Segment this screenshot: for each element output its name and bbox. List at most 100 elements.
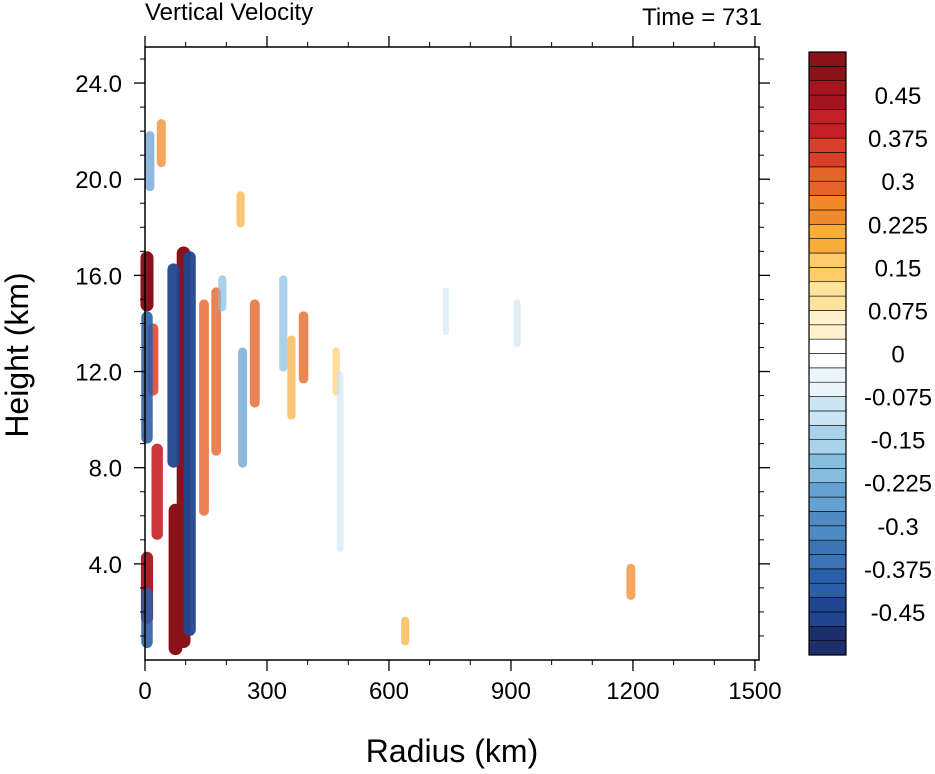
velocity-field: [140, 119, 636, 656]
colorbar-label: 0.075: [868, 298, 928, 325]
colorbar-segment: [808, 396, 847, 412]
colorbar-segment: [808, 611, 847, 627]
colorbar-segment: [808, 625, 847, 641]
colorbar-segment: [808, 554, 847, 570]
colorbar-segment: [808, 496, 847, 512]
colorbar-segment: [808, 123, 847, 139]
colorbar-segment: [808, 295, 847, 311]
field-feature-updraft-4: [151, 443, 163, 540]
field-feature-updraft-10: [287, 335, 296, 420]
field-feature-updraft-1: [168, 503, 183, 656]
colorbar-segment: [808, 209, 847, 225]
colorbar-segment: [808, 453, 847, 469]
colorbar-segment: [808, 353, 847, 369]
field-feature-downdraft-26: [442, 287, 450, 336]
colorbar-segment: [808, 109, 847, 125]
x-tick-label: 1500: [728, 678, 781, 705]
field-feature-updraft-7: [211, 287, 222, 456]
field-feature-updraft-6: [199, 299, 209, 516]
colorbar-segment: [808, 468, 847, 484]
field-feature-downdraft-22: [218, 275, 227, 312]
colorbar-label: -0.45: [871, 600, 926, 627]
colorbar-segment: [808, 381, 847, 397]
colorbar-segment: [808, 267, 847, 283]
colorbar-segment: [808, 223, 847, 239]
y-tick-label: 12.0: [75, 360, 122, 387]
colorbar-segment: [808, 410, 847, 426]
x-tick-label: 0: [138, 678, 151, 705]
y-tick-label: 8.0: [89, 456, 122, 483]
colorbar-segment: [808, 66, 847, 82]
colorbar-label: 0.15: [875, 255, 922, 282]
field-feature-updraft-12: [156, 119, 166, 168]
field-feature-downdraft-17: [183, 251, 196, 636]
field-feature-updraft-9: [298, 311, 309, 384]
field-feature-updraft-8: [249, 299, 260, 408]
field-feature-updraft-11: [236, 191, 245, 228]
colorbar-segment: [808, 640, 847, 656]
colorbar-segment: [808, 94, 847, 110]
colorbar-label: -0.3: [877, 514, 918, 541]
colorbar-segment: [808, 338, 847, 354]
x-tick-label: 600: [369, 678, 409, 705]
colorbar-label: -0.15: [871, 428, 926, 455]
colorbar: 0.45 0.375 0.3 0.225 0.15 0.075 0 -0.075 -0.15 -0…: [808, 51, 932, 656]
chart-title-left: Vertical Velocity: [145, 0, 313, 26]
colorbar-label: 0: [891, 342, 904, 369]
colorbar-segment: [808, 252, 847, 268]
field-feature-downdraft-25: [513, 299, 521, 348]
colorbar-segment: [808, 324, 847, 340]
field-feature-downdraft-18: [141, 311, 153, 444]
colorbar-segment: [808, 180, 847, 196]
colorbar-segment: [808, 482, 847, 498]
colorbar-segment: [808, 195, 847, 211]
colorbar-segment: [808, 367, 847, 383]
field-feature-updraft-14: [401, 616, 410, 646]
x-tick-label: 900: [491, 678, 531, 705]
field-feature-downdraft-21: [238, 347, 248, 468]
chart-title-right: Time = 731: [642, 4, 762, 31]
plot-frame: [144, 46, 760, 661]
plot-background: [145, 47, 759, 660]
colorbar-segment: [808, 152, 847, 168]
colorbar-segment: [808, 539, 847, 555]
colorbar-label: -0.225: [864, 471, 932, 498]
colorbar-segment: [808, 582, 847, 598]
y-tick-label: 16.0: [75, 263, 122, 290]
x-tick-label: 300: [247, 678, 287, 705]
colorbar-segment: [808, 137, 847, 153]
colorbar-segment: [808, 424, 847, 440]
field-feature-downdraft-20: [145, 131, 155, 192]
colorbar-segment: [808, 525, 847, 541]
x-axis-label: Radius (km): [366, 733, 538, 769]
colorbar-frame: [808, 51, 847, 656]
y-axis-label: Height (km): [0, 272, 35, 437]
colorbar-label: 0.225: [868, 212, 928, 239]
colorbar-segment: [808, 51, 847, 67]
colorbar-segment: [808, 597, 847, 613]
y-tick-label: 24.0: [75, 71, 122, 98]
field-feature-downdraft-19: [141, 587, 153, 648]
plot-area: 0 300 600 900 1200 1500 4.0 8.0 12.0 16.0 20.0 24.…: [75, 36, 782, 705]
colorbar-label: -0.375: [864, 557, 932, 584]
field-feature-updraft-13: [626, 563, 636, 600]
field-feature-downdraft-24: [336, 371, 344, 552]
colorbar-segment: [808, 310, 847, 326]
colorbar-label: 0.375: [868, 126, 928, 153]
colorbar-segment: [808, 439, 847, 455]
colorbar-segment: [808, 511, 847, 527]
x-axis-ticks: 0 300 600 900 1200 1500: [138, 36, 782, 705]
y-axis-ticks: 4.0 8.0 12.0 16.0 20.0 24.0: [75, 58, 770, 637]
colorbar-segment: [808, 238, 847, 254]
y-tick-label: 4.0: [89, 552, 122, 579]
colorbar-segment: [808, 568, 847, 584]
colorbar-segment: [808, 281, 847, 297]
colorbar-label: 0.3: [881, 169, 914, 196]
field-feature-updraft-3: [140, 251, 154, 312]
field-feature-downdraft-16: [167, 263, 180, 468]
x-tick-label: 1200: [606, 678, 659, 705]
field-feature-downdraft-23: [279, 275, 288, 372]
colorbar-segment: [808, 166, 847, 182]
colorbar-label: 0.45: [875, 83, 922, 110]
